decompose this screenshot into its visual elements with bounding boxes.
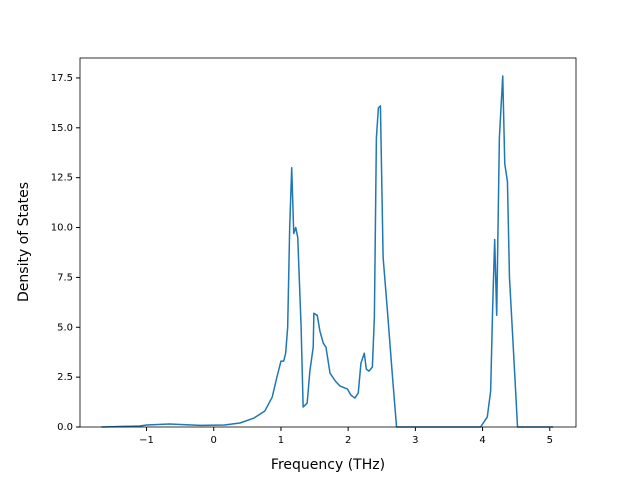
x-tick-label: 1 bbox=[278, 435, 284, 446]
x-tick-label: 2 bbox=[345, 435, 351, 446]
axes-frame bbox=[79, 57, 577, 428]
y-tick-label: 0.0 bbox=[57, 422, 73, 433]
y-tick-label: 2.5 bbox=[57, 372, 73, 383]
y-tick-label: 5.0 bbox=[57, 322, 73, 333]
x-tick-label: 5 bbox=[547, 435, 553, 446]
x-tick-label: 0 bbox=[211, 435, 217, 446]
x-axis-label: Frequency (THz) bbox=[271, 457, 385, 473]
y-tick-label: 17.5 bbox=[51, 73, 73, 84]
y-tick-label: 15.0 bbox=[51, 123, 73, 134]
x-tick-label: 4 bbox=[479, 435, 485, 446]
y-axis-label: Density of States bbox=[16, 182, 32, 302]
x-tick-label: −1 bbox=[139, 435, 154, 446]
y-tick-label: 7.5 bbox=[57, 272, 73, 283]
y-tick-label: 12.5 bbox=[51, 173, 73, 184]
line-series bbox=[101, 75, 554, 428]
x-tick-label: 3 bbox=[412, 435, 418, 446]
y-tick-label: 10.0 bbox=[51, 223, 73, 234]
